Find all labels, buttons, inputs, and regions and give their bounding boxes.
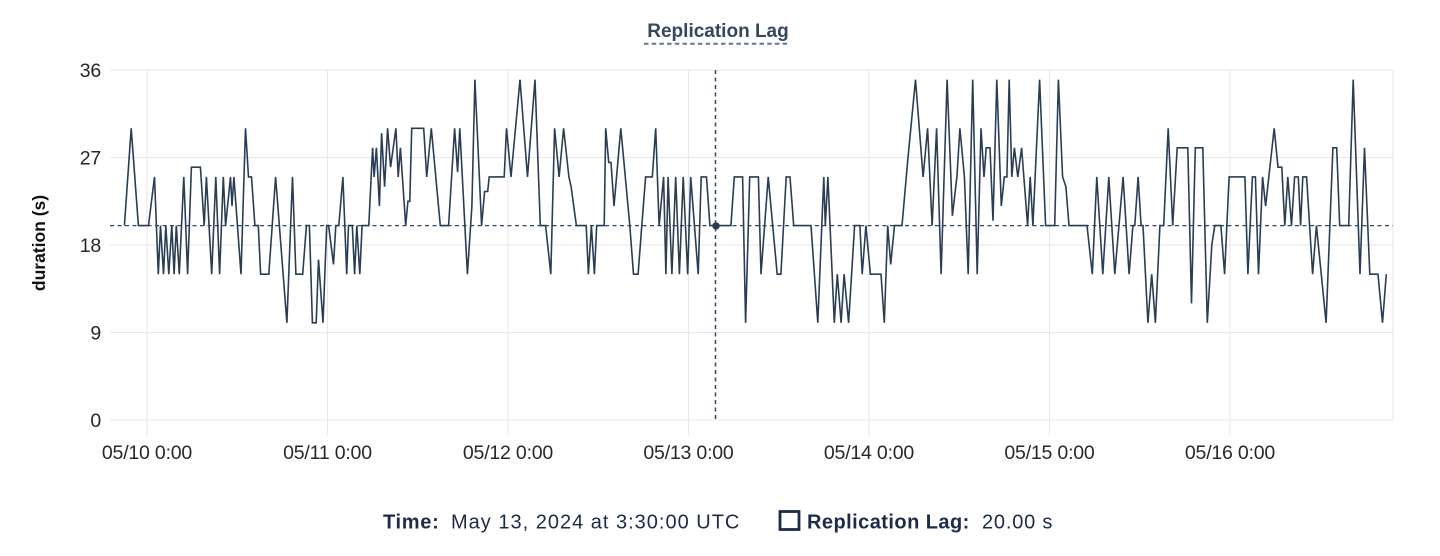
svg-text:20.00 s: 20.00 s [982, 512, 1053, 534]
svg-text:Replication Lag: Replication Lag [647, 21, 788, 42]
svg-text:May 13, 2024 at 3:30:00 UTC: May 13, 2024 at 3:30:00 UTC [451, 512, 740, 534]
svg-text:9: 9 [90, 323, 101, 345]
svg-text:duration (s): duration (s) [29, 195, 49, 291]
svg-text:05/10 0:00: 05/10 0:00 [102, 442, 193, 464]
svg-text:05/13 0:00: 05/13 0:00 [643, 442, 734, 464]
svg-text:05/12 0:00: 05/12 0:00 [463, 442, 554, 464]
svg-text:Time:: Time: [383, 512, 439, 534]
svg-text:18: 18 [80, 235, 101, 257]
svg-text:05/14 0:00: 05/14 0:00 [824, 442, 915, 464]
svg-text:05/11 0:00: 05/11 0:00 [283, 442, 372, 464]
svg-text:05/16 0:00: 05/16 0:00 [1185, 442, 1276, 464]
svg-text:0: 0 [90, 410, 101, 432]
svg-text:05/15 0:00: 05/15 0:00 [1004, 442, 1095, 464]
svg-text:27: 27 [80, 148, 101, 170]
svg-text:36: 36 [80, 60, 101, 82]
svg-text:Replication Lag:: Replication Lag: [807, 512, 970, 534]
